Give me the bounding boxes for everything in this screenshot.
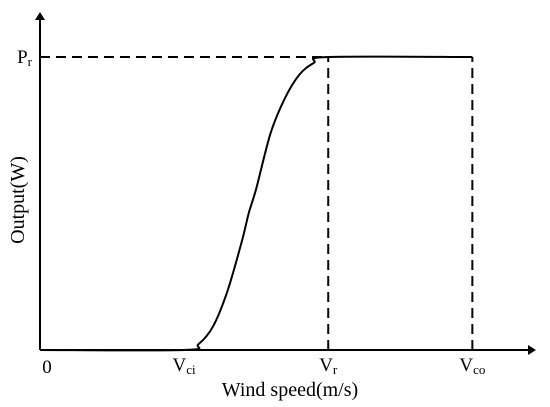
origin-label: 0 bbox=[42, 357, 52, 378]
x-axis-label: Wind speed(m/s) bbox=[222, 379, 358, 401]
x-tick-label-vci: Vci bbox=[173, 355, 197, 377]
x-tick-label-vco: Vco bbox=[459, 355, 485, 377]
series-layer bbox=[39, 55, 473, 352]
reference-lines bbox=[40, 56, 474, 350]
y-tick-label-pr: Pr bbox=[17, 47, 33, 69]
x-tick-label-vr: Vr bbox=[319, 355, 338, 377]
tick-labels: Vci Vr Vco Pr bbox=[17, 47, 485, 377]
y-axis-label: Output(W) bbox=[7, 156, 29, 244]
power-curve-line-0 bbox=[39, 55, 473, 352]
